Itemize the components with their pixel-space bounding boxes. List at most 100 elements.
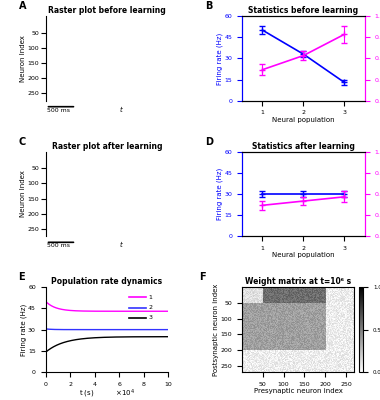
Point (99, 76, 105, 83)
Point (131, 81, 137, 88)
Point (54, 72, 60, 78)
Point (74, 18, 81, 25)
Point (150, 36, 156, 42)
Point (108, 214, 114, 220)
Point (146, 26, 152, 32)
Point (98, 190, 104, 197)
Point (147, 38, 153, 44)
Point (148, 190, 154, 197)
Point (62, 152, 68, 159)
Point (122, 202, 128, 208)
Point (62, 188, 68, 194)
Point (46, 156, 52, 163)
Point (131, 80, 137, 87)
Point (129, 69, 135, 75)
Point (133, 211, 139, 218)
Point (120, 94, 126, 101)
Point (100, 178, 106, 184)
Point (154, 17, 160, 24)
Point (95, 29, 101, 35)
Point (58, 16, 64, 22)
Point (148, 66, 154, 72)
Point (136, 28, 142, 34)
Point (74, 185, 80, 192)
Point (140, 72, 146, 78)
Point (73, 36, 79, 43)
Point (97, 155, 103, 162)
Point (44, 196, 51, 203)
Point (69, 160, 75, 166)
Point (165, 61, 171, 68)
Point (85, 86, 91, 93)
Point (152, 60, 158, 66)
Point (112, 201, 119, 208)
Point (130, 231, 136, 238)
Point (146, 186, 152, 193)
Point (84, 169, 90, 175)
Point (55, 24, 61, 30)
Point (109, 68, 116, 74)
Point (112, 210, 118, 216)
Point (123, 48, 129, 54)
Point (68, 18, 74, 25)
Point (90, 169, 96, 175)
Point (122, 44, 128, 51)
Point (58, 73, 64, 80)
Point (51, 70, 57, 76)
Point (131, 208, 137, 215)
Point (110, 66, 116, 72)
Point (88, 165, 94, 172)
Point (154, 220, 160, 227)
Point (97, 68, 103, 74)
Point (89, 200, 95, 207)
Point (93, 47, 99, 54)
Point (158, 23, 165, 30)
Point (142, 210, 148, 216)
Point (70, 56, 76, 62)
Point (131, 210, 137, 216)
Point (85, 163, 91, 169)
Point (127, 214, 133, 221)
Point (148, 36, 154, 42)
Point (146, 15, 152, 22)
Point (119, 154, 125, 160)
Point (114, 191, 120, 197)
Point (85, 15, 91, 21)
Point (110, 95, 116, 102)
Point (100, 56, 106, 63)
Point (112, 220, 118, 227)
Point (135, 164, 141, 171)
Point (87, 199, 93, 205)
Point (108, 53, 114, 60)
Point (92, 17, 98, 24)
Point (54, 68, 60, 74)
Point (161, 197, 167, 203)
Point (153, 54, 159, 60)
Point (81, 46, 87, 52)
Point (60, 15, 66, 22)
Point (45, 168, 51, 174)
Point (69, 151, 75, 158)
Point (60, 201, 66, 208)
Point (128, 39, 135, 46)
Point (73, 86, 79, 92)
Point (146, 230, 152, 237)
Point (70, 67, 76, 74)
Point (138, 38, 144, 44)
Point (54, 222, 60, 228)
Point (144, 172, 150, 178)
Point (162, 74, 168, 80)
Point (47, 46, 53, 52)
Point (52, 42, 59, 48)
Point (125, 42, 131, 49)
Point (75, 215, 81, 221)
Point (45, 74, 51, 80)
Point (103, 15, 109, 21)
Point (116, 190, 122, 196)
Point (133, 168, 139, 174)
Point (68, 37, 74, 44)
Point (93, 64, 99, 70)
Point (157, 176, 163, 182)
Point (48, 218, 54, 224)
Point (57, 41, 63, 48)
